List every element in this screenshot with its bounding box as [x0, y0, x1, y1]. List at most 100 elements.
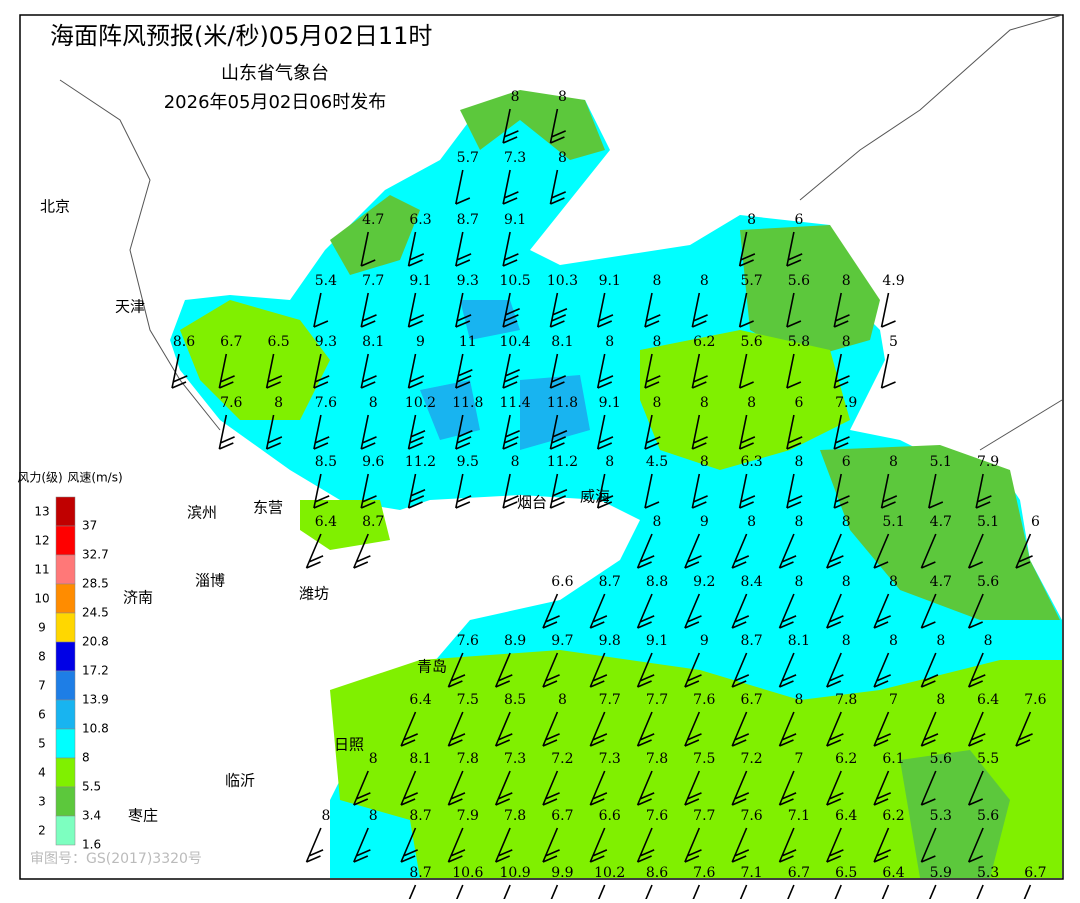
wind-barb [360, 231, 376, 267]
wind-barb [691, 414, 708, 450]
gust-value: 7.6 [693, 865, 715, 881]
wind-barb [494, 652, 513, 688]
wind-barb [360, 473, 377, 509]
wind-barb [313, 353, 330, 389]
gust-value: 8.7 [740, 633, 762, 649]
wind-barb [920, 533, 937, 569]
wind-barb [502, 353, 520, 389]
wind-barb [690, 884, 701, 903]
gust-value: 10.4 [500, 334, 531, 350]
wind-barb [542, 593, 560, 629]
gust-value: 6.4 [835, 808, 857, 824]
wind-barb [549, 292, 568, 328]
gust-value: 8 [700, 454, 709, 470]
gust-value: 10.3 [547, 273, 578, 289]
gust-value: 6 [794, 212, 803, 228]
gust-value: 8 [889, 574, 898, 590]
wind-barb [305, 827, 324, 863]
gust-value: 8 [321, 808, 330, 824]
gust-value: 8 [511, 89, 520, 105]
wind-barb [967, 827, 984, 863]
wind-barb [967, 533, 984, 569]
wind-barb [975, 473, 992, 509]
gust-value: 7 [794, 751, 803, 767]
city-label: 北京 [40, 198, 70, 216]
gust-value: 8.1 [788, 633, 810, 649]
gust-value: 9.1 [599, 395, 621, 411]
gust-value: 7.6 [646, 808, 668, 824]
wind-barb [738, 884, 748, 903]
gust-value: 6.4 [315, 514, 337, 530]
gust-value: 9.1 [646, 633, 668, 649]
legend-swatch [55, 728, 76, 759]
gust-value: 8 [274, 395, 283, 411]
gust-value: 8 [889, 454, 898, 470]
wind-barb [778, 827, 797, 863]
wind-barb [920, 827, 937, 863]
gust-value: 8 [747, 395, 756, 411]
wind-barb [636, 533, 655, 569]
wind-barb [967, 652, 986, 688]
wind-barb [454, 884, 468, 903]
wind-barb [542, 770, 560, 806]
wind-barb [447, 711, 466, 747]
wind-barb [778, 533, 797, 569]
gust-value: 8 [653, 514, 662, 530]
legend-speed: 20.8 [82, 635, 109, 649]
gust-value: 7.9 [457, 808, 479, 824]
gust-value: 7.1 [740, 865, 762, 881]
wind-barb [596, 473, 614, 509]
wind-barb [786, 414, 803, 450]
gust-value: 8 [511, 454, 520, 470]
legend-swatch [55, 815, 76, 846]
gust-value: 8.9 [504, 633, 526, 649]
city-label: 东营 [253, 499, 283, 517]
legend-speed: 13.9 [82, 693, 109, 707]
wind-barb [596, 884, 610, 903]
map-title: 海面阵风预报(米/秒)05月02日11时 [50, 22, 432, 50]
wind-barb [738, 353, 754, 389]
wind-barb [636, 652, 655, 688]
legend-level: 8 [38, 650, 46, 664]
wind-barb [833, 292, 850, 328]
wind-barb [636, 770, 655, 806]
gust-value: 11.8 [452, 395, 483, 411]
gust-value: 7.3 [599, 751, 621, 767]
wind-barb [873, 711, 891, 747]
gust-value: 5.1 [930, 454, 952, 470]
gust-value: 5.9 [930, 865, 952, 881]
city-label: 临沂 [225, 772, 255, 790]
gust-value: 9.1 [599, 273, 621, 289]
wind-barb [400, 711, 418, 747]
wind-barb [549, 414, 568, 450]
legend-swatch [55, 525, 76, 556]
gust-value: 7.6 [457, 633, 479, 649]
gust-value: 7.3 [504, 150, 526, 166]
gust-value: 9.3 [315, 334, 337, 350]
wind-barb [549, 169, 566, 205]
wind-barb [360, 414, 377, 450]
gust-value: 6.6 [551, 574, 573, 590]
city-label: 淄博 [195, 572, 225, 590]
gust-value: 5.1 [977, 514, 999, 530]
legend-level: 6 [38, 708, 46, 722]
wind-barb [643, 884, 653, 903]
gust-value: 8.7 [362, 514, 384, 530]
gust-value: 8 [653, 273, 662, 289]
city-label: 枣庄 [128, 807, 158, 825]
wind-barb [407, 414, 426, 450]
legend-speed: 24.5 [82, 606, 109, 620]
gust-value: 6.3 [409, 212, 431, 228]
gust-value: 8 [842, 633, 851, 649]
wind-barb [873, 827, 891, 863]
gust-value: 8 [842, 334, 851, 350]
legend-swatch [55, 583, 76, 614]
legend-level: 9 [38, 621, 46, 635]
gust-value: 4.9 [882, 273, 904, 289]
gust-value: 5.6 [740, 334, 762, 350]
gust-value: 7.6 [693, 692, 715, 708]
gust-value: 8 [984, 633, 993, 649]
wind-barb [833, 473, 850, 509]
legend-level: 10 [34, 592, 49, 606]
legend-speed: 10.8 [82, 722, 109, 736]
